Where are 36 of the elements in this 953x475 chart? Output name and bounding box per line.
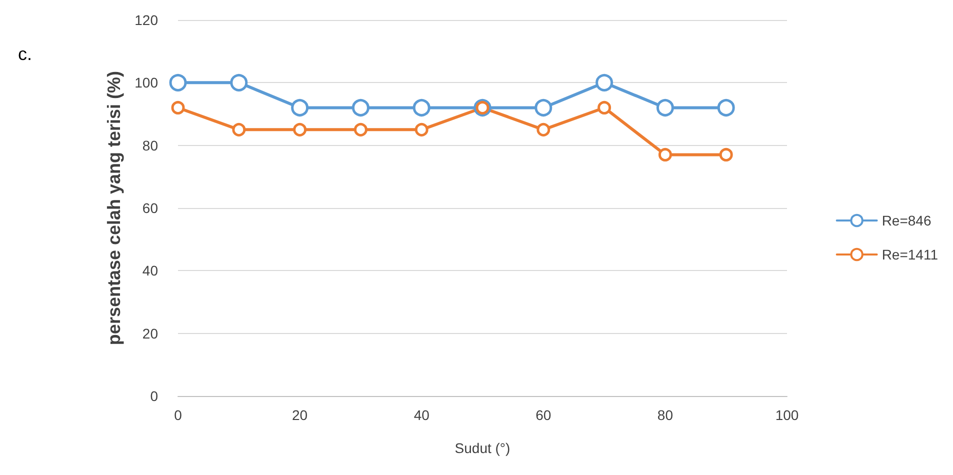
y-axis-title: persentase celah yang terisi (%) <box>104 70 124 346</box>
point <box>536 122 550 136</box>
x-tick-label: 20 <box>292 407 308 423</box>
text: c. <box>18 44 32 64</box>
point <box>354 122 368 136</box>
point <box>596 74 614 92</box>
y-tick-label: 60 <box>142 200 158 216</box>
x-tick-label: 60 <box>536 407 552 423</box>
x-tick-label: 0 <box>174 407 182 423</box>
point <box>293 122 307 136</box>
x-tick-label: 40 <box>414 407 430 423</box>
point <box>232 122 246 136</box>
legend-label: Re=1411 <box>882 246 938 262</box>
point <box>658 148 672 162</box>
point <box>171 100 185 114</box>
y-tick-label: 20 <box>142 325 158 342</box>
point <box>534 98 552 116</box>
x-axis-title: Sudut (°) <box>454 440 510 456</box>
point <box>719 148 733 162</box>
point <box>230 74 248 92</box>
y-tick-label: 0 <box>150 388 158 404</box>
point <box>352 98 370 116</box>
point <box>291 98 309 116</box>
legend-label: Re=846 <box>882 212 932 228</box>
point <box>169 74 187 92</box>
x-tick-label: 100 <box>775 407 799 423</box>
y-tick-label: 120 <box>134 12 158 28</box>
y-tick-label: 80 <box>142 137 158 154</box>
y-tick-label: 40 <box>142 262 158 279</box>
point <box>717 98 735 116</box>
point <box>598 100 612 114</box>
y-tick-label: 100 <box>134 74 158 91</box>
point <box>414 122 428 136</box>
point <box>412 98 430 116</box>
x-tick-label: 80 <box>657 407 674 423</box>
point <box>656 98 674 116</box>
